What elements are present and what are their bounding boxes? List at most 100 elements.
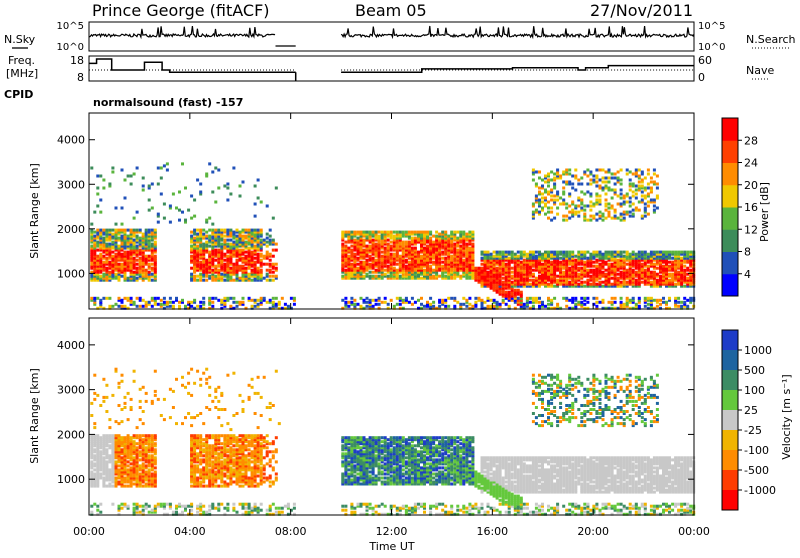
range-gate-cell — [529, 297, 532, 300]
range-gate-cell — [232, 301, 235, 304]
range-gate-cell — [496, 267, 499, 270]
range-gate-cell — [568, 193, 571, 196]
range-gate-cell — [251, 229, 254, 232]
range-gate-cell — [99, 253, 102, 256]
range-gate-cell — [465, 243, 468, 246]
range-gate-cell — [595, 213, 598, 216]
range-gate-cell — [154, 442, 157, 445]
range-gate-cell — [547, 191, 550, 194]
range-gate-cell — [620, 251, 623, 254]
range-gate-cell — [577, 197, 580, 200]
range-gate-cell — [181, 162, 184, 165]
range-gate-cell — [102, 273, 105, 276]
range-gate-cell — [369, 231, 372, 234]
range-gate-cell — [151, 207, 154, 210]
range-gate-cell — [441, 261, 444, 264]
range-gate-cell — [257, 267, 260, 270]
range-gate-cell — [139, 257, 142, 260]
range-gate-cell — [372, 299, 375, 302]
range-gate-cell — [674, 251, 677, 254]
station-title: Prince George (fitACF) — [92, 1, 270, 20]
range-gate-cell — [547, 217, 550, 220]
range-gate-cell — [644, 177, 647, 180]
range-gate-cell — [199, 378, 202, 381]
range-gate-cell — [517, 297, 520, 300]
range-gate-cell — [160, 414, 163, 417]
range-gate-cell — [529, 283, 532, 286]
range-gate-cell — [611, 251, 614, 254]
range-gate-cell — [133, 434, 136, 437]
range-gate-cell — [668, 273, 671, 276]
range-gate-cell — [251, 279, 254, 282]
range-gate-cell — [211, 191, 214, 194]
range-gate-cell — [93, 374, 96, 377]
range-gate-cell — [538, 211, 541, 214]
range-gate-cell — [290, 297, 293, 300]
range-gate-cell — [638, 297, 641, 300]
range-gate-cell — [390, 245, 393, 248]
range-gate-cell — [538, 305, 541, 308]
range-gate-cell — [344, 245, 347, 248]
range-gate-cell — [127, 485, 130, 488]
range-gate-cell — [617, 171, 620, 174]
range-gate-cell — [614, 183, 617, 186]
freq-label: Freq. — [8, 54, 35, 67]
range-gate-cell — [574, 303, 577, 306]
nsearch-label: N.Search — [746, 33, 796, 46]
range-gate-cell — [620, 271, 623, 274]
range-gate-cell — [263, 263, 266, 266]
range-gate-cell — [245, 235, 248, 238]
range-gate-cell — [602, 271, 605, 274]
range-gate-cell — [408, 231, 411, 234]
range-gate-cell — [199, 412, 202, 415]
range-gate-cell — [199, 273, 202, 276]
range-gate-cell — [266, 279, 269, 282]
range-gate-cell — [550, 207, 553, 210]
range-gate-cell — [124, 503, 127, 506]
range-gate-cell — [411, 297, 414, 300]
range-gate-cell — [592, 175, 595, 178]
range-gate-cell — [629, 189, 632, 192]
range-gate-cell — [620, 179, 623, 182]
range-gate-cell — [611, 197, 614, 200]
range-gate-cell — [441, 231, 444, 234]
range-gate-cell — [599, 281, 602, 284]
range-gate-cell — [420, 277, 423, 280]
range-gate-cell — [148, 185, 151, 188]
range-gate-cell — [229, 243, 232, 246]
range-gate-cell — [450, 231, 453, 234]
range-gate-cell — [196, 245, 199, 248]
range-gate-cell — [275, 267, 278, 270]
range-gate-cell — [375, 269, 378, 272]
range-gate-cell — [638, 209, 641, 212]
range-gate-cell — [414, 237, 417, 240]
range-gate-cell — [102, 434, 105, 437]
range-gate-cell — [541, 201, 544, 204]
range-gate-cell — [478, 297, 481, 300]
range-gate-cell — [145, 229, 148, 232]
range-gate-cell — [160, 177, 163, 180]
range-gate-cell — [595, 283, 598, 286]
range-gate-cell — [680, 301, 683, 304]
range-gate-cell — [662, 297, 665, 300]
cpid-text: normalsound (fast) -157 — [93, 96, 243, 109]
range-gate-cell — [580, 191, 583, 194]
range-gate-cell — [659, 303, 662, 306]
power-y-tick-label: 2000 — [57, 223, 85, 236]
range-gate-cell — [595, 297, 598, 300]
range-gate-cell — [357, 263, 360, 266]
range-gate-cell — [529, 301, 532, 304]
range-gate-cell — [163, 418, 166, 421]
range-gate-cell — [571, 183, 574, 186]
range-gate-cell — [115, 368, 118, 371]
range-gate-cell — [236, 229, 239, 232]
range-gate-cell — [444, 231, 447, 234]
range-gate-cell — [190, 485, 193, 488]
range-gate-cell — [586, 269, 589, 272]
range-gate-cell — [121, 223, 124, 226]
range-gate-cell — [508, 251, 511, 254]
range-gate-cell — [562, 219, 565, 222]
range-gate-cell — [641, 251, 644, 254]
range-gate-cell — [484, 251, 487, 254]
range-gate-cell — [471, 305, 474, 308]
